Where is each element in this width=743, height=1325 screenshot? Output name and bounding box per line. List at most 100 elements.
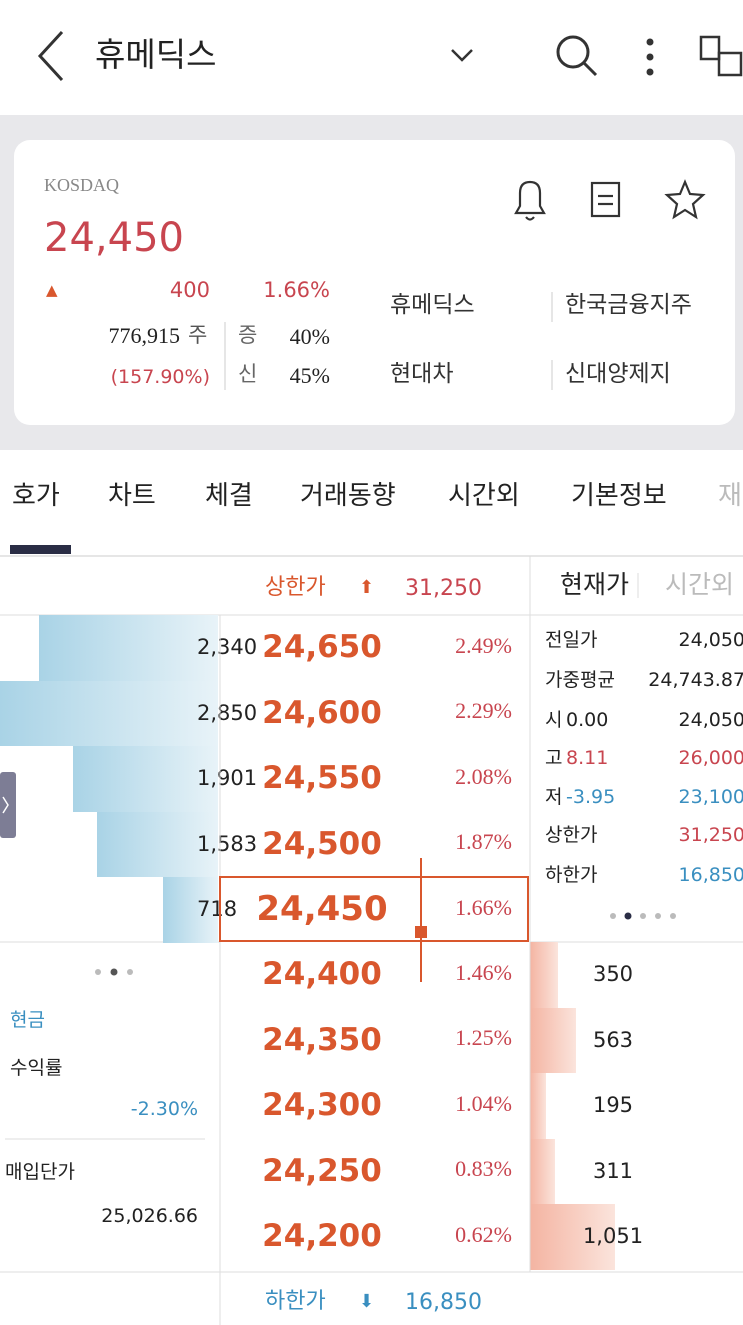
view-tab[interactable]: 현재가	[560, 570, 630, 599]
info-rate: 8.11	[566, 746, 609, 769]
related-stock[interactable]: 휴메딕스	[390, 292, 475, 319]
page-title: 휴메딕스	[95, 35, 217, 75]
credit-label: 신	[238, 362, 258, 387]
ask-bar	[39, 615, 218, 681]
window-icon[interactable]	[699, 35, 743, 77]
related-stock[interactable]: 현대차	[390, 361, 454, 388]
more-icon[interactable]	[646, 38, 654, 76]
price-pct: 1.66%	[455, 894, 512, 920]
return-label: 수익률	[10, 1056, 63, 1079]
credit: 45%	[289, 362, 330, 388]
related-stock[interactable]: 한국금융지주	[565, 292, 692, 319]
lower-limit-arrow: ⬇	[359, 1291, 375, 1313]
price-pct: 2.49%	[455, 632, 512, 658]
ask-bar	[0, 680, 218, 746]
price[interactable]: 24,250	[262, 1152, 382, 1189]
info-rate: 0.00	[566, 708, 609, 731]
upper-limit-label: 상한가	[265, 574, 326, 600]
bell-icon[interactable]	[514, 180, 546, 221]
lower-limit: 16,850	[405, 1289, 482, 1315]
price[interactable]: 24,300	[262, 1087, 382, 1124]
tab[interactable]: 시간외	[448, 481, 520, 512]
price-pct: 0.83%	[455, 1156, 512, 1182]
price[interactable]: 24,600	[262, 694, 382, 731]
upper-limit: 31,250	[405, 575, 482, 601]
price-pct: 0.62%	[455, 1221, 512, 1247]
ask-qty: 2,850	[197, 700, 258, 725]
price[interactable]: 24,400	[262, 956, 382, 993]
info-value: 31,250	[678, 823, 743, 846]
info-rate: -3.95	[566, 785, 616, 808]
ask-bar	[96, 811, 218, 877]
ask-qty: 718	[197, 897, 238, 922]
tab[interactable]: 재	[718, 481, 742, 512]
avg-price: 25,026.66	[101, 1204, 198, 1227]
page-dot	[670, 913, 676, 919]
tab[interactable]: 호가	[12, 481, 60, 512]
price[interactable]: 24,650	[262, 629, 382, 666]
memo-icon[interactable]	[590, 181, 621, 218]
page-dot	[640, 913, 646, 919]
tab[interactable]: 차트	[108, 481, 156, 512]
dropdown[interactable]	[451, 49, 473, 62]
ask-bar	[72, 746, 218, 812]
bid-bar	[530, 1138, 556, 1204]
view-tab[interactable]: 시간외	[665, 570, 735, 599]
favorite-icon[interactable]	[664, 179, 706, 220]
page-dot	[610, 913, 616, 919]
volume-ratio: (157.90%)	[110, 365, 210, 388]
price[interactable]: 24,450	[256, 889, 388, 930]
page-dot	[110, 968, 118, 976]
ask-qty: 2,340	[197, 635, 258, 660]
related-stock[interactable]: 신대양제지	[565, 361, 671, 388]
price[interactable]: 24,200	[262, 1218, 382, 1255]
lower-limit-label: 하한가	[265, 1288, 326, 1314]
bid-qty: 350	[592, 962, 634, 987]
bid-qty: 563	[592, 1027, 634, 1052]
info-label: 하한가	[545, 863, 598, 886]
tab[interactable]: 거래동향	[300, 481, 396, 512]
market: KOSDAQ	[44, 175, 120, 196]
current-price: 24,450	[44, 215, 184, 261]
bid-bar	[530, 942, 559, 1008]
cash-label: 현금	[10, 1008, 45, 1031]
tab[interactable]: 기본정보	[571, 481, 667, 512]
info-label: 시	[545, 708, 563, 731]
bid-bar	[530, 1007, 576, 1073]
search-icon[interactable]	[556, 35, 598, 77]
tab-indicator	[10, 545, 71, 554]
bid-qty: 195	[592, 1093, 634, 1118]
back-button[interactable]	[37, 30, 64, 82]
ask-bar	[163, 877, 218, 943]
info-value: 24,743.87	[648, 668, 743, 691]
price[interactable]: 24,500	[262, 825, 382, 862]
info-value: 26,000	[678, 746, 743, 769]
price-pct: 1.04%	[455, 1090, 512, 1116]
info-value: 16,850	[678, 863, 743, 886]
price-pct: 1.87%	[455, 829, 512, 855]
price-pct: 1.46%	[455, 959, 512, 985]
info-label: 고	[545, 746, 563, 769]
price-pct: 2.08%	[455, 763, 512, 789]
return: -2.30%	[130, 1097, 198, 1120]
page-dot	[624, 912, 632, 920]
change: 400	[169, 278, 210, 303]
price-pct: 2.29%	[455, 698, 512, 724]
change-sign: ▲	[46, 281, 58, 299]
page-dot	[655, 913, 661, 919]
tab[interactable]: 체결	[205, 481, 253, 512]
price[interactable]: 24,550	[262, 760, 382, 797]
info-value: 24,050	[678, 708, 743, 731]
change-pct: 1.66%	[263, 278, 330, 303]
info-label: 저	[545, 785, 563, 808]
price[interactable]: 24,350	[262, 1021, 382, 1058]
volume: 776,915	[108, 322, 181, 348]
info-label: 상한가	[545, 823, 598, 846]
ask-qty: 1,583	[197, 831, 258, 856]
bid-qty: 1,051	[582, 1224, 644, 1249]
bid-bar	[530, 1204, 615, 1270]
upper-limit-arrow: ⬆	[359, 577, 375, 599]
page-dot	[95, 969, 101, 975]
